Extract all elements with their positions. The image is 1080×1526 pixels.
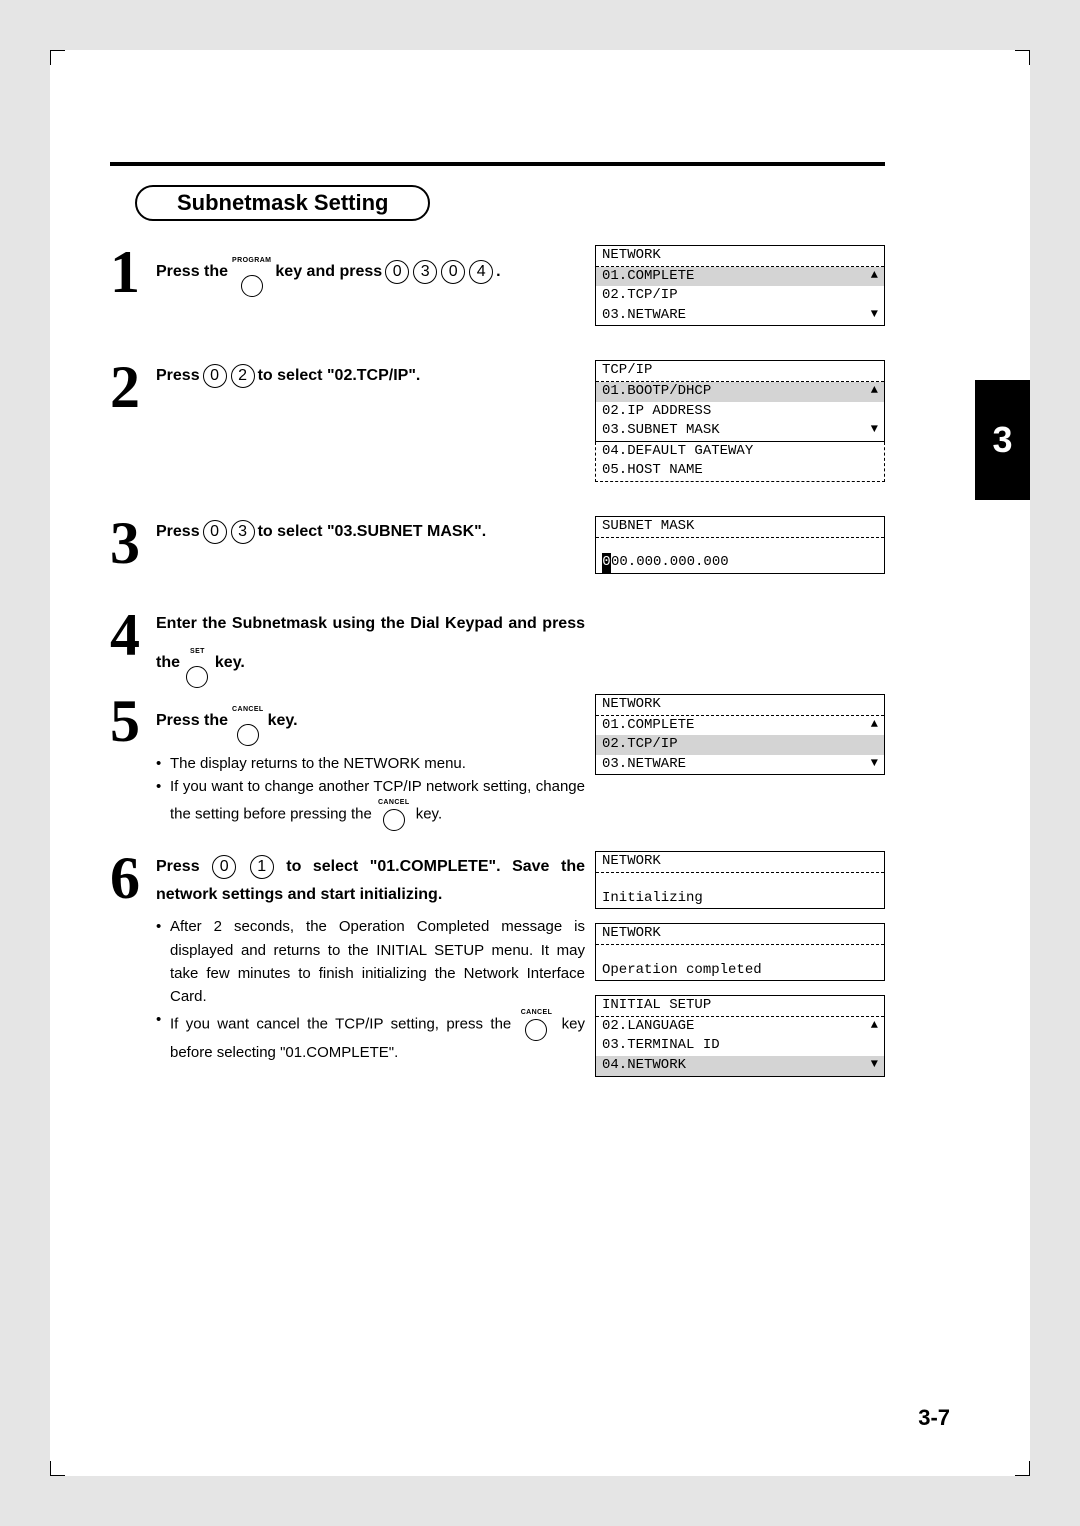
step-number: 5 [110,694,156,748]
program-key-icon: PROGRAM [232,247,271,297]
text: Press the [156,707,228,735]
step-number: 1 [110,245,156,299]
key-0-icon: 0 [203,520,227,544]
key-4-icon: 4 [469,260,493,284]
step-number: 6 [110,851,156,905]
lcd-tcpip-ext: 04.DEFAULT GATEWAY 05.HOST NAME [595,442,885,482]
step-bullets: The display returns to the NETWORK menu.… [156,752,585,831]
key-3-icon: 3 [231,520,255,544]
bullet: The display returns to the NETWORK menu. [156,752,585,775]
text: Press [156,518,200,546]
text: key and press [275,258,382,286]
step-bullets: After 2 seconds, the Operation Completed… [156,915,585,1064]
lcd-complete: NETWORK Operation completed [595,923,885,981]
text: Press [156,858,200,875]
cancel-key-icon: CANCEL [232,696,264,746]
section-pill: Subnetmask Setting [135,185,430,221]
key-3-icon: 3 [413,260,437,284]
step-instruction: Press 0 2 to select "02.TCP/IP". [156,362,585,390]
step-instruction: Enter the Subnetmask using the Dial Keyp… [156,610,585,688]
lcd-tcpip: TCP/IP 01.BOOTP/DHCP▲ 02.IP ADDRESS 03.S… [595,360,885,441]
lcd-initializing: NETWORK Initializing [595,851,885,909]
text: key. [215,654,245,671]
bullet: If you want to change another TCP/IP net… [156,775,585,831]
lcd-network: NETWORK 01.COMPLETE▲ 02.TCP/IP 03.NETWAR… [595,245,885,326]
key-0-icon: 0 [203,364,227,388]
key-0-icon: 0 [212,855,236,879]
text: key. [268,707,298,735]
step-instruction: Press the CANCEL key. [156,696,585,746]
key-0-icon: 0 [441,260,465,284]
step-number: 4 [110,608,156,662]
text: to select "02.TCP/IP". [258,362,421,390]
step-instruction: Press 0 3 to select "03.SUBNET MASK". [156,518,585,546]
page-number: 3-7 [918,1405,950,1431]
bullet: After 2 seconds, the Operation Completed… [156,915,585,1008]
cancel-key-icon: CANCEL [378,798,410,831]
step-number: 3 [110,516,156,570]
text: Press the [156,258,228,286]
set-key-icon: SET [186,638,208,688]
key-2-icon: 2 [231,364,255,388]
lcd-subnet: SUBNET MASK 000.000.000.000 [595,516,885,574]
text: Press [156,362,200,390]
cancel-key-icon: CANCEL [521,1008,553,1041]
lcd-network: NETWORK 01.COMPLETE▲ 02.TCP/IP 03.NETWAR… [595,694,885,775]
step-instruction: Press the PROGRAM key and press 0 3 0 4 … [156,247,585,297]
step-instruction: Press 0 1 to select "01.COMPLETE". Save … [156,853,585,909]
lcd-initial-setup: INITIAL SETUP 02.LANGUAGE▲ 03.TERMINAL I… [595,995,885,1076]
text: to select "03.SUBNET MASK". [258,518,487,546]
text: . [496,258,500,286]
key-0-icon: 0 [385,260,409,284]
bullet: If you want cancel the TCP/IP setting, p… [156,1008,585,1064]
chapter-tab: 3 [975,380,1030,500]
step-number: 2 [110,360,156,414]
section-title: Subnetmask Setting [177,190,388,215]
key-1-icon: 1 [250,855,274,879]
